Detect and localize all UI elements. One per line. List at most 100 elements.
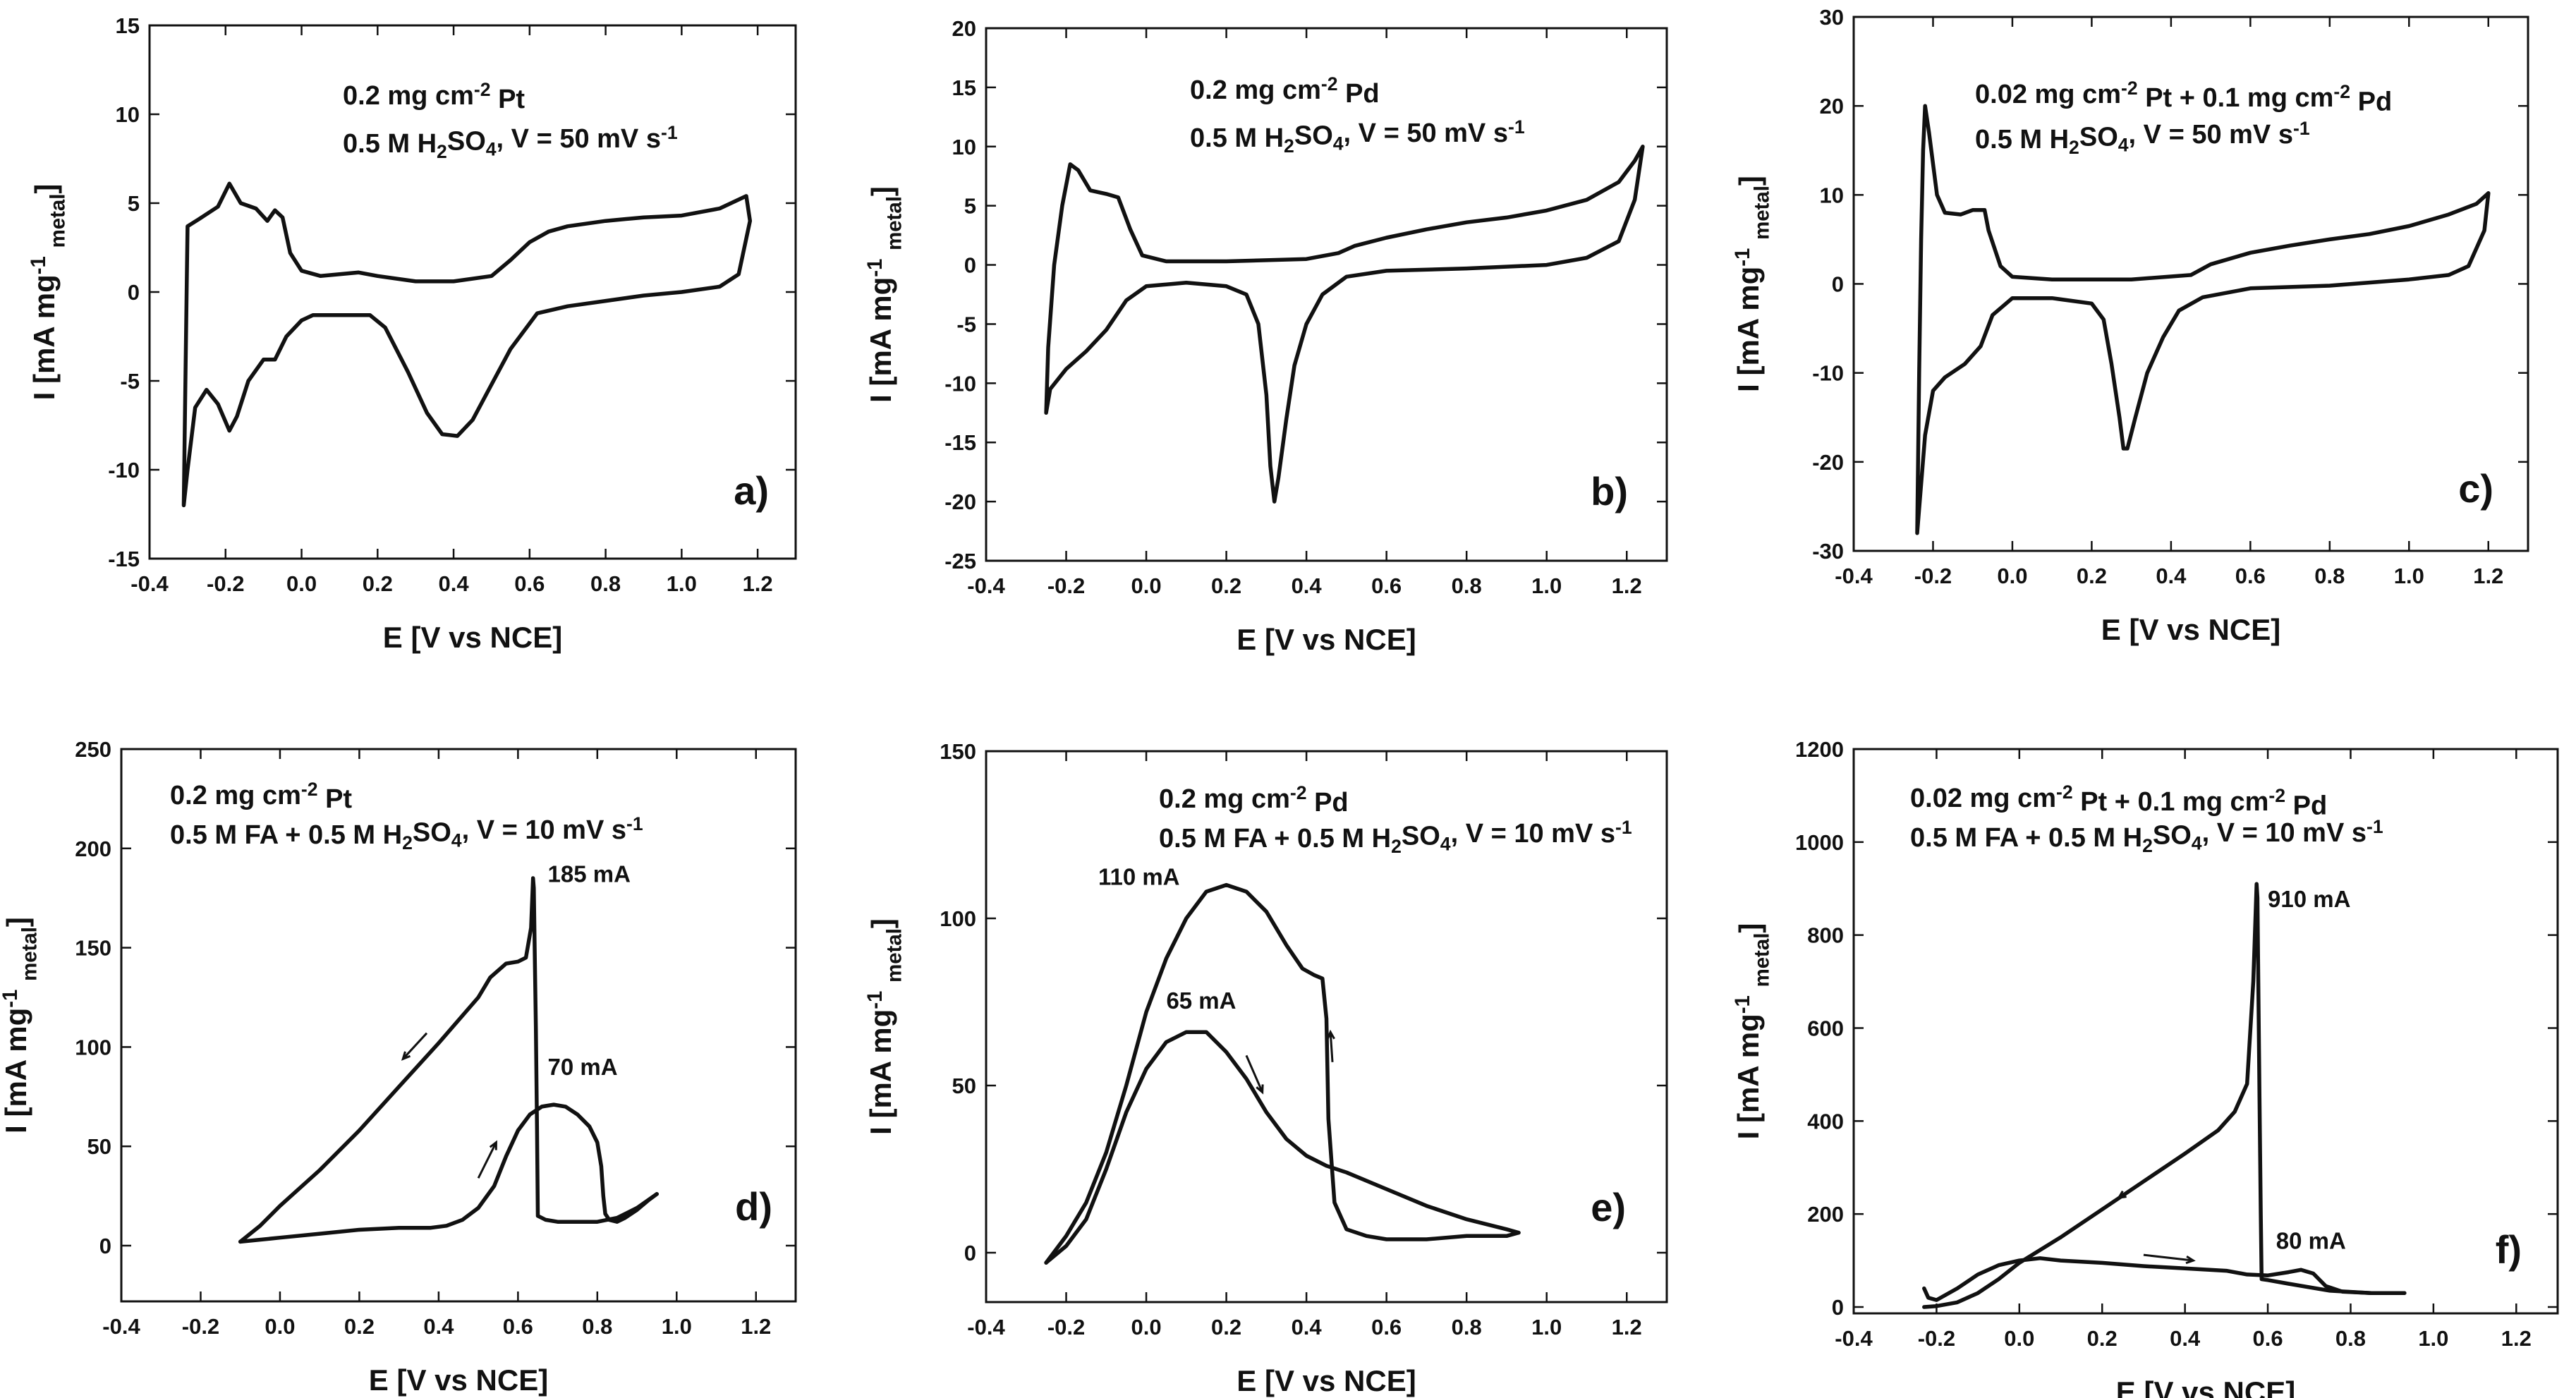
x-tick-label-e: 1.0: [1531, 1315, 1562, 1339]
x-tick-label-f: 0.6: [2253, 1326, 2283, 1351]
y-tick-label-c: 10: [1820, 183, 1844, 207]
y-tick-label-b: -10: [944, 371, 976, 396]
y-tick-label-a: 15: [116, 13, 140, 38]
x-tick-label-b: 1.2: [1612, 573, 1642, 598]
panel-info-line-e: 0.5 M FA + 0.5 M H2SO4, V = 10 mV s-1: [1159, 817, 1632, 857]
x-tick-label-a: 0.4: [439, 571, 470, 596]
panel-info-line-d: 0.2 mg cm-2 Pt: [170, 779, 352, 814]
x-tick-label-a: -0.4: [130, 571, 169, 596]
y-tick-label-c: 30: [1820, 5, 1844, 30]
series-line-e-reverse: [1044, 882, 1521, 1265]
panel-b: -0.4 -0.2 0.0 0.2 0.4 0.6 0.8 1.0 1.2 -25 -20 -15 -1…: [863, 16, 1668, 656]
y-tick-label-f: 800: [1807, 923, 1844, 948]
y-tick-label-c: 0: [1832, 272, 1844, 297]
panel-info-line-e: 0.2 mg cm-2 Pd: [1159, 782, 1349, 817]
y-tick-label-d: 50: [87, 1134, 111, 1159]
direction-arrow-d: [401, 1032, 428, 1061]
panel-d: -0.4 -0.2 0.0 0.2 0.4 0.6 0.8 1.0 1.2 0 50 100 150 20…: [0, 737, 797, 1397]
x-tick-label-d: 1.0: [662, 1314, 692, 1339]
y-tick-label-d: 250: [75, 737, 111, 762]
y-tick-label-c: 20: [1820, 94, 1844, 118]
x-axis-label-a: E [V vs NCE]: [383, 621, 562, 654]
y-tick-label-a: -5: [120, 369, 140, 394]
x-tick-label-a: 1.0: [667, 571, 697, 596]
x-tick-label-c: 1.0: [2394, 564, 2424, 588]
plot-frame-b: [985, 27, 1668, 562]
y-tick-label-c: -20: [1812, 450, 1844, 475]
panel-info-line-a: 0.5 M H2SO4, V = 50 mV s-1: [343, 122, 678, 162]
y-tick-label-f: 400: [1807, 1109, 1844, 1133]
direction-arrow-e: [1245, 1054, 1264, 1095]
y-tick-label-d: 150: [75, 936, 111, 961]
y-tick-label-d: 100: [75, 1035, 111, 1059]
panel-info-line-c: 0.02 mg cm-2 Pt + 0.1 mg cm-2 Pd: [1975, 78, 2392, 116]
panel-label-a: a): [734, 468, 769, 513]
x-tick-label-d: 0.6: [503, 1314, 533, 1339]
y-tick-label-b: 20: [952, 16, 976, 41]
panel-label-d: d): [735, 1184, 772, 1229]
data-annotation-e: 110 mA: [1098, 864, 1180, 890]
plot-frame-e: [985, 750, 1668, 1303]
y-tick-label-f: 0: [1832, 1295, 1844, 1320]
panel-info-line-b: 0.2 mg cm-2 Pd: [1190, 73, 1380, 109]
x-tick-label-a: -0.2: [207, 571, 244, 596]
series-line-d-forward: [238, 1102, 659, 1244]
panel-f: -0.4 -0.2 0.0 0.2 0.4 0.6 0.8 1.0 1.2 0 200 400 600 8…: [1731, 737, 2559, 1398]
panel-c: -0.4 -0.2 0.0 0.2 0.4 0.6 0.8 1.0 1.2 -30 -20 -10 0 1…: [1731, 5, 2529, 646]
y-axis-label-a: I [mA mg-1 metal]: [27, 184, 70, 401]
x-tick-label-a: 1.2: [743, 571, 773, 596]
x-tick-label-c: -0.2: [1914, 564, 1952, 588]
y-tick-label-b: -25: [944, 549, 976, 573]
y-tick-label-a: 10: [116, 102, 140, 127]
series-line-e-forward: [1044, 1030, 1521, 1265]
y-tick-label-d: 0: [99, 1234, 111, 1258]
data-annotation-d: 70 mA: [548, 1054, 618, 1080]
panel-info-line-d: 0.5 M FA + 0.5 M H2SO4, V = 10 mV s-1: [170, 813, 643, 853]
panel-info-line-f: 0.02 mg cm-2 Pt + 0.1 mg cm-2 Pd: [1910, 782, 2327, 820]
x-tick-label-a: 0.6: [514, 571, 545, 596]
x-tick-label-a: 0.2: [363, 571, 393, 596]
y-tick-label-f: 1000: [1795, 830, 1844, 855]
x-tick-label-f: 0.0: [2004, 1326, 2034, 1351]
series-line-d-reverse: [238, 876, 659, 1244]
series-line-c-CV: [1915, 104, 2491, 535]
x-tick-label-c: 0.4: [2156, 564, 2187, 588]
x-tick-label-e: -0.4: [967, 1315, 1005, 1339]
direction-arrow-f: [2143, 1253, 2196, 1265]
y-tick-label-e: 0: [964, 1241, 976, 1265]
x-axis-label-f: E [V vs NCE]: [2116, 1375, 2295, 1398]
y-tick-label-a: -10: [108, 458, 140, 482]
y-tick-label-f: 600: [1807, 1016, 1844, 1041]
y-tick-label-f: 1200: [1795, 737, 1844, 762]
y-axis-label-e: I [mA mg-1 metal]: [863, 918, 906, 1135]
y-tick-label-b: -15: [944, 430, 976, 455]
y-tick-label-b: -5: [956, 312, 976, 336]
x-tick-label-a: 0.8: [590, 571, 621, 596]
x-axis-label-c: E [V vs NCE]: [2101, 613, 2280, 646]
y-tick-label-c: -10: [1812, 361, 1844, 386]
x-tick-label-c: 0.0: [1997, 564, 2027, 588]
y-axis-label-c: I [mA mg-1 metal]: [1731, 176, 1774, 392]
x-tick-label-d: 0.0: [265, 1314, 295, 1339]
plot-frame-d: [120, 748, 797, 1303]
x-tick-label-f: 0.4: [2170, 1326, 2201, 1351]
x-tick-label-f: 1.2: [2501, 1326, 2532, 1351]
x-tick-label-f: 0.2: [2087, 1326, 2118, 1351]
x-axis-label-d: E [V vs NCE]: [369, 1363, 548, 1397]
x-tick-label-e: 0.6: [1371, 1315, 1402, 1339]
y-tick-label-b: 10: [952, 135, 976, 159]
series-line-f-reverse: [1922, 882, 2407, 1309]
series-line-f-forward: [1922, 1256, 2407, 1302]
panel-info-line-a: 0.2 mg cm-2 Pt: [343, 79, 525, 114]
y-axis-label-d: I [mA mg-1 metal]: [0, 917, 41, 1133]
x-tick-label-f: 1.0: [2418, 1326, 2448, 1351]
plot-frame-f: [1852, 748, 2559, 1315]
y-tick-label-f: 200: [1807, 1202, 1844, 1227]
y-tick-label-b: 0: [964, 253, 976, 278]
panel-info-line-c: 0.5 M H2SO4, V = 50 mV s-1: [1975, 118, 2310, 158]
x-tick-label-c: 0.6: [2235, 564, 2266, 588]
x-tick-label-e: -0.2: [1047, 1315, 1085, 1339]
panel-label-b: b): [1591, 469, 1628, 513]
x-tick-label-d: -0.4: [102, 1314, 140, 1339]
